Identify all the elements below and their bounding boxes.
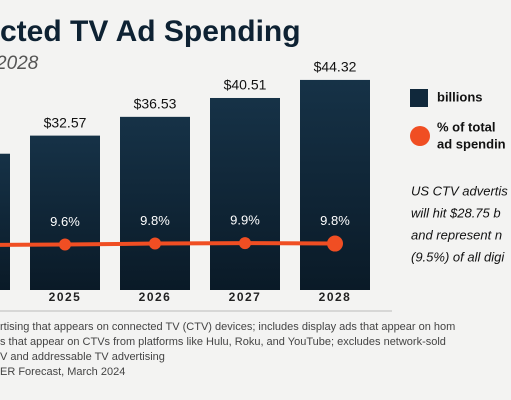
line [0,241,336,247]
legend-swatch [410,89,428,107]
bar [0,153,10,290]
bar [30,135,100,290]
value-label: $44.32 [314,59,357,75]
point [239,237,251,250]
point [327,235,343,252]
footnote: ER Forecast, March 2024 [0,366,125,378]
bar [210,97,280,290]
point [149,237,161,250]
annotation: US CTV advertis [411,183,508,198]
value-label: 9.6% [50,214,80,229]
value-label: $40.51 [224,77,267,93]
legend-label: ad spendin [437,136,506,151]
legend-label: % of total [437,119,496,134]
legend-swatch [410,126,430,146]
footnote: rtising that appears on connected TV (CT… [0,321,455,333]
value-label: 9.8% [320,213,350,228]
bar [300,79,370,290]
legend-label: billions [437,89,483,104]
annotation: (9.5%) of all digi [411,249,505,264]
x-tick-label: 2026 [139,290,172,304]
point [59,238,71,251]
value-label: 9.8% [140,213,170,228]
annotation: and represent n [411,227,502,242]
x-tick-label: 2025 [49,290,82,304]
bar [120,116,190,290]
x-tick-label: 2028 [319,290,352,304]
value-label: $36.53 [134,96,177,112]
footnote: s that appear on CTVs from platforms lik… [0,336,446,348]
chart-subtitle: 2028 [0,53,39,74]
value-label: 9.9% [230,213,260,228]
chart-title: cted TV Ad Spending [0,15,301,48]
annotation: will hit $28.75 b [411,205,501,220]
x-tick-label: 2027 [229,290,262,304]
footnote: V and addressable TV advertising [0,351,165,363]
value-label: $32.57 [44,114,87,130]
